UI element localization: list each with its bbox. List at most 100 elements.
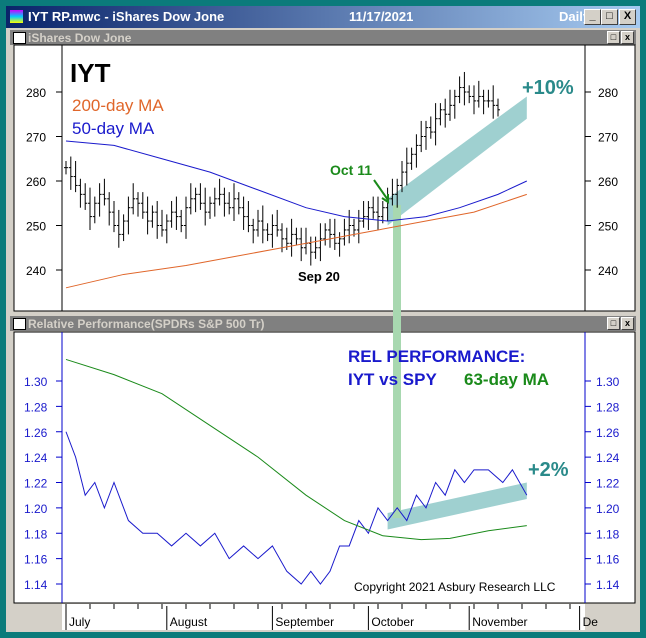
y-tick-label-right: 240 (598, 264, 618, 278)
y-tick-label-right: 1.18 (596, 527, 620, 541)
ma200-label: 200-day MA (72, 96, 164, 115)
upper-panel-title: iShares Dow Jone (28, 31, 132, 45)
y-tick-label-right: 1.28 (596, 400, 620, 414)
ma50-label: 50-day MA (72, 119, 155, 138)
upper-panel-header: iShares Dow Jone □ x (10, 30, 636, 45)
price-bar (155, 201, 160, 239)
price-bar (443, 98, 448, 128)
close-button[interactable]: X (619, 9, 636, 25)
lower-close-button[interactable]: x (621, 317, 634, 330)
upper-close-button[interactable]: x (621, 31, 634, 44)
lower-panel-title: Relative Performance(SPDRs S&P 500 Tr) (28, 317, 265, 331)
app-icon (10, 10, 23, 23)
price-bar (352, 218, 356, 237)
price-bar (160, 209, 164, 237)
maximize-button[interactable]: □ (601, 9, 618, 25)
price-bar (308, 236, 313, 266)
upper-maximize-button[interactable]: □ (607, 31, 620, 44)
price-bar (68, 156, 73, 190)
price-bar (193, 187, 198, 213)
y-tick-label-right: 270 (598, 131, 618, 145)
price-bar (92, 196, 97, 224)
price-bar (88, 187, 92, 230)
rel-gain-label: +2% (528, 459, 569, 481)
price-bar (131, 183, 136, 215)
price-bar (179, 209, 184, 233)
price-bar (241, 196, 246, 230)
price-bar (150, 205, 155, 228)
price-trend-band (387, 96, 527, 226)
price-bar (347, 209, 352, 244)
lower-panel-header: Relative Performance(SPDRs S&P 500 Tr) □… (10, 316, 636, 331)
y-tick-label-right: 280 (598, 86, 618, 100)
rel-title-label: REL PERFORMANCE: (348, 347, 525, 366)
ma50-line (65, 140, 528, 222)
price-bar (496, 98, 500, 117)
price-bar (121, 214, 126, 242)
price-bar (217, 178, 222, 206)
y-tick-label-right: 1.14 (596, 578, 620, 592)
price-bar (371, 196, 376, 219)
ma63-line (65, 358, 527, 541)
price-bar (102, 178, 107, 206)
lower-maximize-button[interactable]: □ (607, 317, 620, 330)
y-tick-label-right: 250 (598, 220, 618, 234)
y-tick-label-left: 1.16 (24, 553, 48, 567)
price-bar (145, 196, 150, 235)
price-bar (472, 85, 476, 115)
price-bar (188, 183, 193, 215)
price-bar (313, 236, 318, 259)
copyright-label: Copyright 2021 Asbury Research LLC (354, 580, 556, 594)
price-bar (428, 116, 433, 139)
price-bar (136, 192, 140, 217)
y-tick-label-left: 1.30 (24, 375, 48, 389)
price-bar (112, 201, 116, 233)
price-bar (438, 103, 443, 126)
minimize-button[interactable]: _ (584, 9, 601, 25)
ma63-label: 63-day MA (464, 370, 549, 389)
x-month-label: De (583, 615, 599, 629)
price-gain-label: +10% (522, 77, 574, 99)
price-bar (481, 89, 486, 115)
price-bar (83, 183, 88, 210)
price-bar (232, 183, 236, 222)
price-bar (251, 218, 256, 244)
price-bar (236, 192, 241, 215)
x-month-label: November (472, 615, 527, 629)
price-bar (433, 103, 438, 146)
arrow-icon (373, 179, 389, 204)
rel-perf-line (65, 431, 528, 585)
price-bar (107, 192, 112, 226)
oct-11-label: Oct 11 (330, 162, 372, 178)
price-bar (227, 192, 232, 215)
price-bar (390, 178, 395, 206)
price-bar (395, 178, 400, 208)
y-tick-label-right: 1.26 (596, 426, 620, 440)
panel-icon (13, 318, 26, 330)
price-bar (208, 196, 212, 219)
y-tick-label-right: 1.24 (596, 451, 620, 465)
price-bar (448, 89, 452, 121)
price-bar (270, 214, 275, 248)
title-bar: IYT RP.mwc - iShares Dow Jone 11/17/2021… (6, 6, 640, 28)
price-bar (452, 89, 457, 119)
price-bar (337, 232, 342, 257)
price-bar (342, 218, 347, 246)
period-label[interactable]: Daily (559, 9, 591, 24)
price-bar (289, 218, 294, 257)
price-bar (64, 160, 68, 175)
price-bar (409, 147, 414, 170)
x-month-label: September (275, 615, 334, 629)
x-month-label: August (170, 615, 208, 629)
price-bar (424, 120, 428, 150)
price-bar (400, 160, 404, 193)
window-date: 11/17/2021 (349, 9, 414, 24)
y-tick-label-left: 1.18 (24, 527, 48, 541)
y-tick-label-left: 1.14 (24, 578, 48, 592)
price-bar (467, 85, 472, 104)
price-bar (323, 223, 328, 246)
y-tick-label-right: 1.30 (596, 375, 620, 389)
price-bar (476, 80, 481, 108)
price-bar (126, 196, 131, 235)
